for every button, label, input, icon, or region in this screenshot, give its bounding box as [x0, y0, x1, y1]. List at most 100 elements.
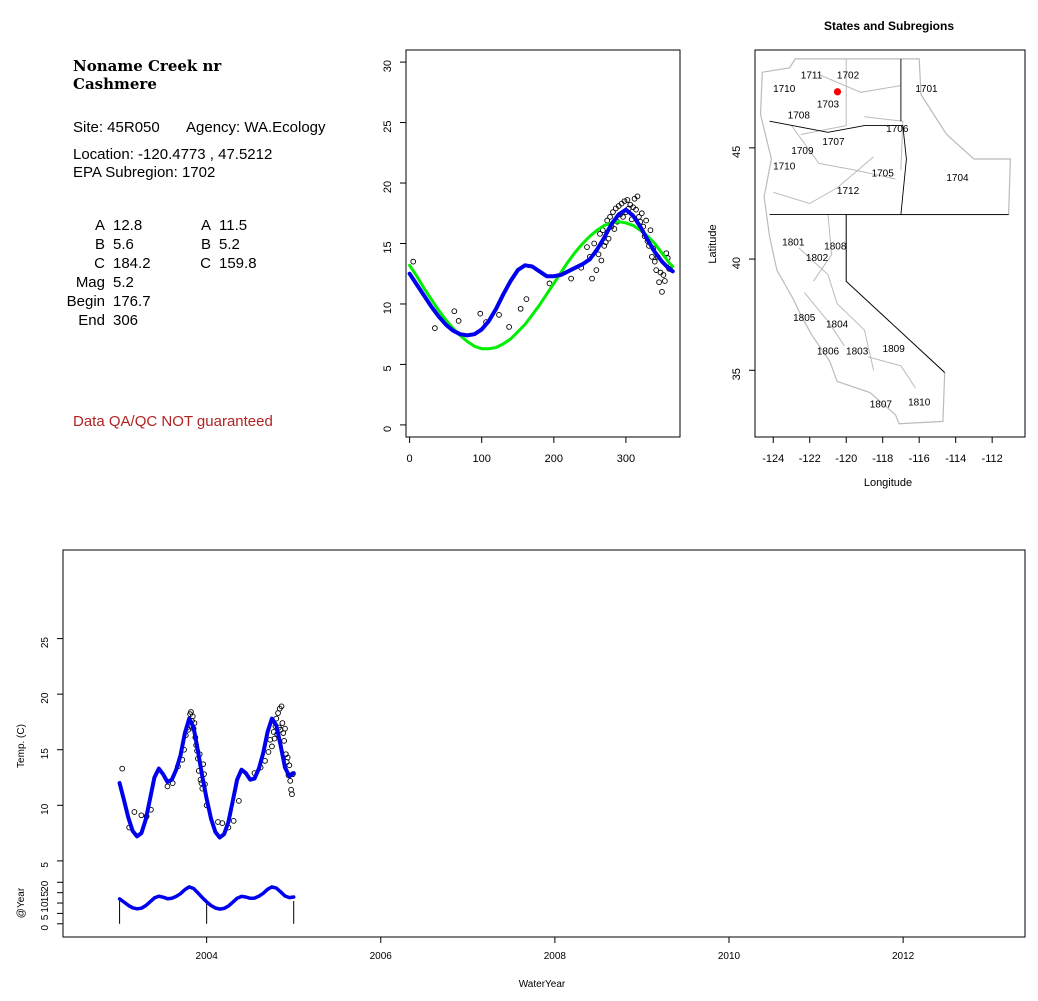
- data-point: [660, 272, 667, 278]
- param-left-value: 5.2: [113, 274, 134, 291]
- data-point: [455, 318, 462, 324]
- ts-data-point: [164, 783, 171, 790]
- ts-y-tick-label: 15: [40, 748, 51, 760]
- state-boundary: [845, 214, 946, 373]
- data-point: [591, 240, 598, 247]
- data-point: [651, 258, 658, 265]
- param-right-label: C: [200, 255, 211, 272]
- param-right-label: A: [200, 217, 211, 234]
- y-tick-label: 20: [382, 181, 394, 193]
- ts-y-tick-label: 25: [40, 637, 51, 649]
- site-marker: [833, 88, 842, 96]
- ts-data-point: [236, 798, 242, 804]
- region-label: 1806: [817, 346, 840, 357]
- region-label: 1705: [872, 168, 895, 179]
- region-label: 1807: [870, 400, 893, 411]
- region-label: 1702: [837, 70, 860, 81]
- data-point: [568, 275, 574, 282]
- data-point: [659, 289, 665, 295]
- map-title: States and Subregions: [824, 19, 954, 33]
- data-point: [593, 267, 600, 273]
- ts-data-point: [278, 703, 285, 710]
- data-point: [621, 198, 628, 205]
- data-point: [584, 244, 590, 250]
- region-label: 1711: [801, 70, 823, 81]
- ts-x-tick-label: 2008: [544, 951, 567, 962]
- param-left-value: 306: [113, 312, 139, 329]
- year-y-tick-label: 10: [40, 901, 51, 913]
- subregion-boundary: [800, 58, 847, 135]
- param-left-label: End: [78, 312, 105, 329]
- param-left-value: 184.2: [113, 255, 151, 272]
- map-ylabel: Latitude: [707, 224, 719, 263]
- data-point: [620, 214, 626, 220]
- x-tick-label: 200: [545, 453, 563, 465]
- ts-data-point: [271, 735, 278, 742]
- data-point: [598, 257, 605, 264]
- map-x-tick-label: -124: [762, 453, 784, 465]
- timeseries-frame: [62, 549, 1026, 938]
- location: Location: -120.4773 , 47.5212: [73, 146, 273, 163]
- ts-data-point: [138, 812, 145, 819]
- param-right-label: B: [200, 236, 211, 253]
- data-point: [410, 258, 417, 265]
- ts-x-tick-label: 2004: [196, 951, 219, 962]
- param-left-label: Begin: [66, 293, 105, 310]
- region-label: 1802: [806, 253, 829, 264]
- ts-data-point: [269, 743, 275, 750]
- data-point: [506, 324, 512, 330]
- data-point: [597, 230, 603, 237]
- ts-data-point: [119, 765, 126, 772]
- region-label: 1706: [886, 124, 909, 135]
- ts-ylabel: Temp. (C): [16, 724, 27, 768]
- param-right-value: 159.8: [219, 255, 257, 272]
- param-left-value: 5.6: [113, 236, 134, 253]
- x-tick-label: 0: [407, 453, 413, 465]
- ts-x-tick-label: 2010: [718, 951, 741, 962]
- ts-data-point: [279, 720, 286, 726]
- region-label: 1804: [826, 320, 849, 331]
- data-point: [607, 214, 613, 220]
- region-label: 1703: [817, 99, 840, 110]
- map-y-tick-label: 45: [731, 146, 743, 158]
- region-label: 1805: [793, 313, 816, 324]
- ts-y-tick-label: 20: [40, 692, 51, 704]
- ts-y-tick-label: 5: [40, 862, 51, 868]
- data-point: [647, 227, 654, 234]
- ts-data-point: [219, 820, 226, 826]
- data-point: [611, 226, 618, 232]
- year-y-tick-label: 20: [40, 880, 51, 892]
- y-tick-label: 10: [382, 302, 394, 314]
- region-label: 1707: [822, 137, 845, 148]
- site-id: Site: 45R050: [73, 119, 160, 136]
- ts-data-point: [286, 762, 293, 769]
- data-point: [634, 193, 641, 200]
- region-label: 1701: [915, 84, 938, 95]
- map-x-tick-label: -118: [872, 453, 893, 465]
- region-label: 1803: [846, 346, 869, 357]
- y-tick-label: 5: [382, 365, 394, 371]
- region-label: 1709: [791, 146, 814, 157]
- ts-data-point: [284, 754, 291, 761]
- ts-xlabel: WaterYear: [519, 979, 566, 990]
- ts-smooth-line: [117, 716, 296, 840]
- map-x-tick-label: -122: [799, 453, 821, 465]
- data-point: [546, 280, 553, 287]
- year-y-tick-label: 15: [40, 891, 51, 903]
- plot-frame: [405, 49, 681, 438]
- qa-warning: Data QA/QC NOT guaranteed: [73, 413, 273, 430]
- param-left-value: 176.7: [113, 293, 151, 310]
- data-point: [477, 310, 484, 317]
- subregion-boundary: [791, 125, 896, 180]
- region-label: 1710: [773, 162, 796, 173]
- region-label: 1704: [946, 173, 969, 184]
- ts-data-point: [281, 737, 287, 744]
- param-left-label: Mag: [75, 274, 105, 291]
- param-left-value: 12.8: [113, 217, 143, 234]
- data-point: [656, 279, 662, 286]
- site-title-line-2: Cashmere: [73, 75, 157, 93]
- state-boundary: [769, 120, 907, 215]
- subregion-boundary: [864, 116, 904, 171]
- map-x-tick-label: -116: [909, 453, 930, 465]
